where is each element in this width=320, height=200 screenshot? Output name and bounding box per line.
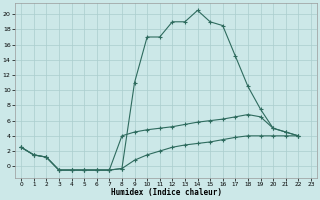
X-axis label: Humidex (Indice chaleur): Humidex (Indice chaleur) [110,188,221,197]
